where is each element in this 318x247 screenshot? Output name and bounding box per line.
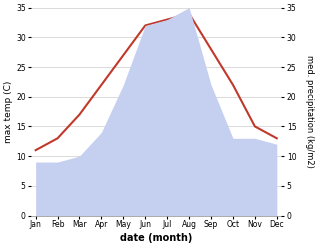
Y-axis label: max temp (C): max temp (C) [4,80,13,143]
X-axis label: date (month): date (month) [120,233,192,243]
Y-axis label: med. precipitation (kg/m2): med. precipitation (kg/m2) [305,55,314,168]
